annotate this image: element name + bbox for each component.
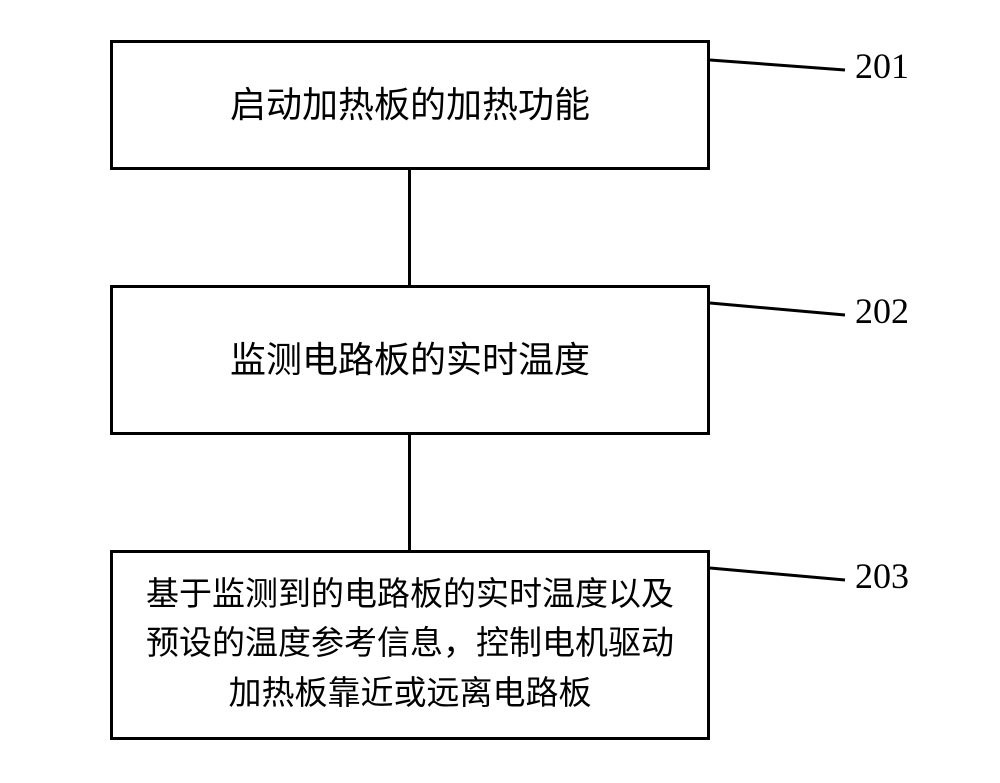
flowchart-container: 启动加热板的加热功能 201 监测电路板的实时温度 202 基于监测到的电路板的… <box>50 40 950 760</box>
leader-line-203 <box>50 40 950 760</box>
step-label-203: 203 <box>855 555 909 597</box>
